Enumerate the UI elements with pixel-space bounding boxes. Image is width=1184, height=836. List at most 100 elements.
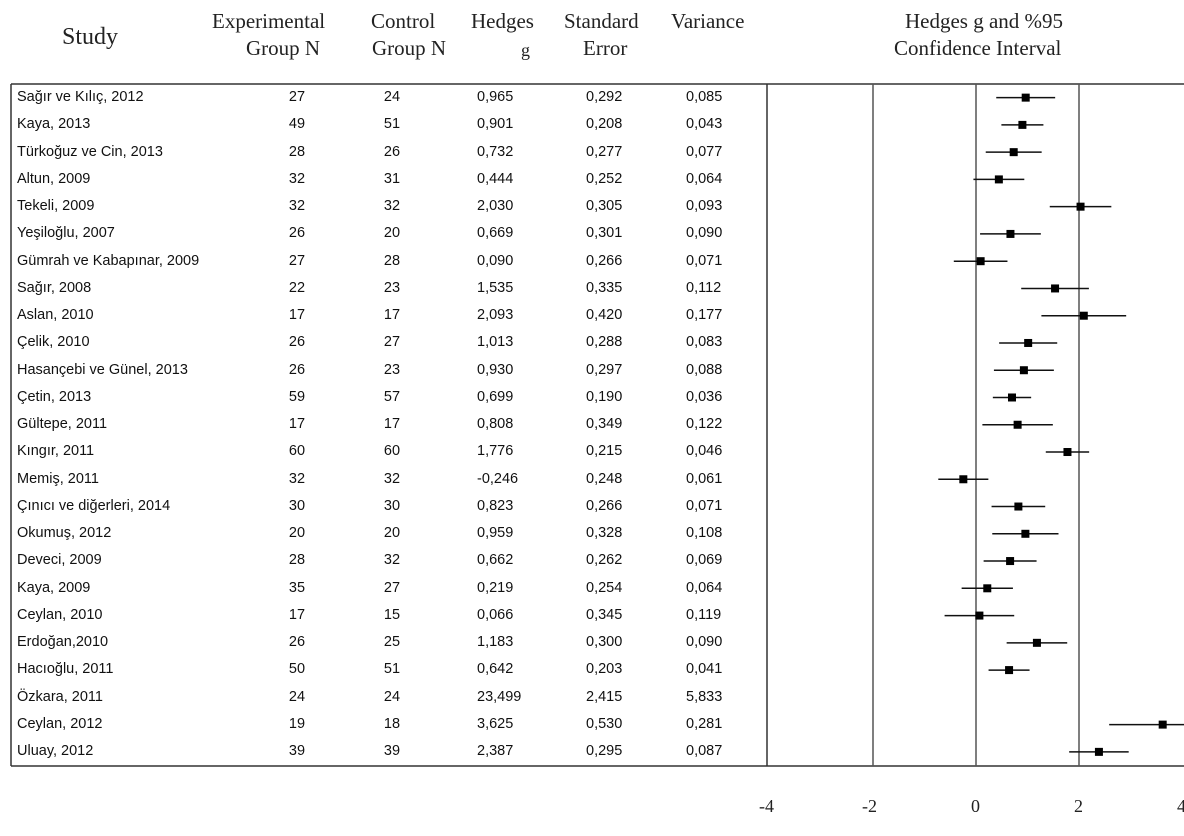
cell-exp-n: 17 — [288, 307, 306, 323]
cell-g: 0,662 — [477, 552, 514, 569]
cell-se: 0,190 — [586, 388, 623, 405]
cell-study: Yeşiloğlu, 2007 — [17, 225, 115, 242]
effect-point — [959, 475, 968, 484]
cell-se: 0,345 — [586, 606, 623, 623]
table-row: Deveci, 2009 28 32 0,662 0,262 0,069 — [11, 547, 767, 574]
cell-var: 0,090 — [686, 225, 723, 242]
cell-var: 0,046 — [686, 443, 723, 460]
cell-exp-n: 49 — [288, 116, 306, 133]
cell-ctl-n: 32 — [383, 470, 401, 487]
cell-g: 0,642 — [477, 661, 514, 678]
cell-ctl-n: 17 — [383, 416, 401, 432]
cell-var: 0,077 — [686, 143, 723, 160]
cell-exp-n: 32 — [288, 470, 306, 487]
header-standard-error: Standard — [564, 9, 639, 33]
cell-study: Çınıcı ve diğerleri, 2014 — [17, 497, 171, 514]
header-study: Study — [62, 24, 119, 50]
effect-point — [1007, 393, 1016, 402]
effect-point — [1018, 120, 1027, 129]
cell-exp-n: 27 — [288, 89, 306, 105]
cell-g: 0,732 — [477, 143, 514, 160]
effect-point — [1024, 338, 1033, 347]
cell-ctl-n: 24 — [383, 89, 401, 105]
cell-ctl-n: 51 — [383, 661, 401, 678]
cell-ctl-n: 17 — [383, 307, 401, 323]
table-row: Çelik, 2010 26 27 1,013 0,288 0,083 — [11, 329, 767, 356]
table-row: Kıngır, 2011 60 60 1,776 0,215 0,046 — [11, 438, 767, 465]
cell-study: Sağır ve Kılıç, 2012 — [17, 89, 144, 105]
cell-var: 0,083 — [686, 334, 723, 351]
cell-study: Türkoğuz ve Cin, 2013 — [17, 143, 163, 160]
cell-se: 0,252 — [586, 170, 623, 187]
x-tick-label: -4 — [759, 796, 774, 816]
effect-point — [1032, 638, 1041, 647]
effect-point — [1051, 284, 1060, 293]
cell-exp-n: 26 — [288, 225, 306, 242]
cell-exp-n: 50 — [288, 661, 306, 678]
cell-ctl-n: 28 — [383, 252, 401, 269]
cell-g: -0,246 — [477, 470, 519, 487]
cell-var: 0,090 — [686, 634, 723, 650]
table-row: Gültepe, 2011 17 17 0,808 0,349 0,122 — [11, 411, 767, 438]
cell-var: 0,043 — [686, 116, 723, 133]
table-row: Altun, 2009 32 31 0,444 0,252 0,064 — [11, 166, 767, 193]
cell-study: Tekeli, 2009 — [17, 198, 95, 214]
table-row: Hasançebi ve Günel, 2013 26 23 0,930 0,297 0,… — [11, 357, 767, 384]
cell-study: Hacıoğlu, 2011 — [17, 661, 114, 678]
cell-var: 0,281 — [686, 715, 723, 732]
cell-exp-n: 59 — [288, 388, 306, 405]
cell-var: 0,093 — [686, 198, 723, 214]
cell-g: 0,090 — [477, 252, 514, 269]
table-row: Sağır, 2008 22 23 1,535 0,335 0,112 — [11, 275, 767, 302]
table-row: Hacıoğlu, 2011 50 51 0,642 0,203 0,041 — [11, 656, 767, 683]
cell-g: 2,387 — [477, 743, 514, 759]
cell-g: 2,030 — [477, 198, 514, 214]
cell-g: 3,625 — [477, 715, 514, 732]
effect-point — [975, 611, 984, 620]
x-tick-label: 4 — [1177, 796, 1184, 816]
cell-se: 0,215 — [586, 443, 623, 460]
cell-var: 0,122 — [686, 416, 723, 432]
cell-exp-n: 32 — [288, 170, 306, 187]
cell-ctl-n: 23 — [383, 361, 401, 378]
cell-ctl-n: 25 — [383, 634, 401, 650]
cell-se: 0,420 — [586, 307, 623, 323]
cell-var: 0,069 — [686, 552, 723, 569]
cell-g: 2,093 — [477, 307, 514, 323]
cell-g: 0,959 — [477, 525, 514, 541]
header-hedges: Hedges — [471, 9, 534, 33]
cell-var: 0,064 — [686, 170, 723, 187]
cell-var: 0,112 — [686, 279, 722, 296]
cell-g: 0,808 — [477, 416, 514, 432]
cell-var: 0,087 — [686, 743, 723, 759]
table-row: Kaya, 2009 35 27 0,219 0,254 0,064 — [11, 575, 767, 602]
table-row: Ceylan, 2010 17 15 0,066 0,345 0,119 — [11, 602, 767, 629]
cell-exp-n: 26 — [288, 634, 306, 650]
cell-study: Aslan, 2010 — [17, 307, 94, 323]
cell-se: 2,415 — [586, 688, 623, 705]
cell-g: 0,219 — [477, 579, 514, 596]
effect-point — [1014, 502, 1023, 511]
effect-point — [1094, 747, 1103, 756]
cell-se: 0,349 — [586, 416, 623, 432]
effect-point — [1013, 420, 1022, 429]
cell-ctl-n: 23 — [383, 279, 401, 296]
cell-g: 0,901 — [477, 116, 514, 133]
table-row: Sağır ve Kılıç, 2012 27 24 0,965 0,292 0,085 — [11, 84, 767, 111]
cell-ctl-n: 26 — [383, 143, 401, 160]
cell-g: 1,013 — [477, 334, 514, 351]
cell-study: Ceylan, 2012 — [17, 715, 103, 732]
cell-ctl-n: 57 — [383, 388, 401, 405]
cell-study: Hasançebi ve Günel, 2013 — [17, 361, 188, 378]
cell-study: Sağır, 2008 — [17, 279, 92, 296]
table-row: Okumuş, 2012 20 20 0,959 0,328 0,108 — [11, 520, 767, 547]
cell-se: 0,266 — [586, 497, 623, 514]
cell-se: 0,266 — [586, 252, 623, 269]
cell-se: 0,277 — [586, 143, 623, 160]
cell-exp-n: 35 — [288, 579, 306, 596]
cell-study: Deveci, 2009 — [17, 552, 102, 569]
cell-ctl-n: 20 — [383, 525, 401, 541]
cell-exp-n: 28 — [288, 143, 306, 160]
cell-study: Gültepe, 2011 — [17, 416, 108, 432]
table-row: Ceylan, 2012 19 18 3,625 0,530 0,281 — [11, 711, 767, 738]
